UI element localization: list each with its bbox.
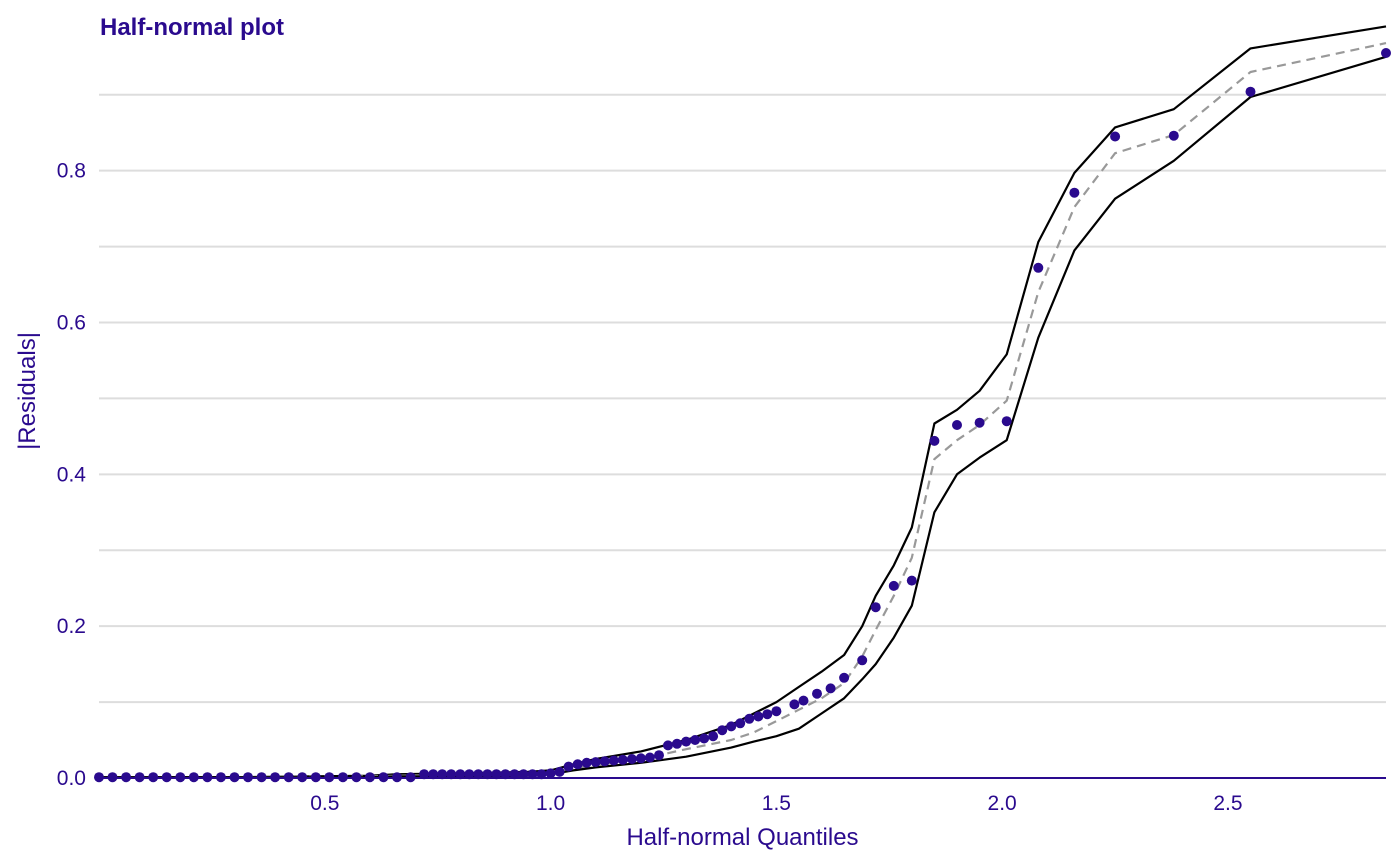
data-point bbox=[952, 420, 962, 430]
data-point bbox=[563, 761, 574, 772]
data-point bbox=[717, 725, 728, 736]
data-point bbox=[1381, 48, 1391, 58]
x-tick-label: 2.0 bbox=[988, 792, 1017, 815]
data-point bbox=[554, 766, 565, 777]
data-point bbox=[690, 735, 701, 745]
data-point bbox=[654, 750, 664, 761]
data-point bbox=[812, 688, 822, 699]
data-point bbox=[681, 736, 692, 747]
data-point bbox=[888, 580, 899, 591]
x-tick-label: 2.5 bbox=[1213, 792, 1242, 815]
x-tick-label: 1.5 bbox=[762, 792, 791, 815]
x-tick-label: 1.0 bbox=[536, 792, 565, 815]
data-point bbox=[672, 738, 682, 749]
data-point bbox=[446, 769, 457, 780]
data-point bbox=[735, 718, 746, 729]
data-point bbox=[464, 769, 475, 780]
data-point bbox=[500, 769, 511, 780]
y-tick-label: 0.6 bbox=[57, 311, 86, 334]
upper-envelope-line bbox=[99, 25, 1387, 779]
data-point bbox=[518, 769, 529, 780]
data-point bbox=[798, 695, 809, 706]
data-point bbox=[1069, 187, 1080, 198]
data-point bbox=[699, 733, 710, 744]
y-tick-label: 0.0 bbox=[57, 767, 86, 790]
data-point bbox=[762, 709, 773, 720]
y-tick-label: 0.2 bbox=[57, 615, 86, 638]
y-axis-title: |Residuals| bbox=[14, 332, 41, 450]
x-axis-title: Half-normal Quantiles bbox=[626, 824, 858, 851]
data-point bbox=[1168, 130, 1179, 141]
y-tick-label: 0.4 bbox=[57, 463, 87, 486]
series-layer bbox=[99, 25, 1387, 779]
data-point bbox=[663, 740, 673, 751]
data-point bbox=[617, 754, 628, 765]
data-point bbox=[635, 753, 646, 764]
data-point bbox=[482, 769, 493, 780]
data-point bbox=[708, 731, 719, 742]
data-point bbox=[455, 769, 466, 780]
x-tick-labels: 0.5 1.0 1.5 2.0 2.5 bbox=[310, 792, 1242, 815]
data-point bbox=[527, 769, 538, 780]
median-line bbox=[99, 42, 1387, 779]
data-point bbox=[581, 757, 592, 768]
data-point bbox=[509, 769, 520, 780]
data-point bbox=[536, 769, 547, 780]
data-points bbox=[94, 48, 1391, 783]
data-point bbox=[419, 769, 430, 780]
data-point bbox=[1001, 416, 1012, 427]
data-point bbox=[870, 602, 881, 613]
x-tick-label: 0.5 bbox=[310, 792, 339, 815]
data-point bbox=[906, 575, 917, 586]
data-point bbox=[753, 711, 764, 722]
data-point bbox=[1110, 131, 1121, 142]
data-point bbox=[929, 435, 940, 446]
data-point bbox=[644, 752, 655, 763]
lower-envelope-line bbox=[99, 55, 1387, 779]
data-point bbox=[825, 683, 836, 694]
data-point bbox=[608, 755, 619, 766]
data-point bbox=[428, 769, 439, 780]
data-point bbox=[1245, 86, 1256, 97]
data-point bbox=[744, 713, 755, 724]
data-point bbox=[839, 672, 850, 683]
data-point bbox=[974, 417, 985, 428]
data-point bbox=[771, 706, 782, 717]
data-point bbox=[726, 721, 737, 732]
data-point bbox=[590, 757, 601, 768]
data-point bbox=[572, 759, 583, 770]
data-point bbox=[491, 769, 502, 780]
data-point bbox=[599, 756, 610, 767]
gridlines bbox=[99, 93, 1386, 704]
y-tick-labels: 0.0 0.2 0.4 0.6 0.8 bbox=[57, 160, 87, 790]
data-point bbox=[545, 768, 556, 779]
data-point bbox=[626, 754, 637, 764]
data-point bbox=[789, 699, 800, 710]
data-point bbox=[857, 655, 868, 666]
y-tick-label: 0.8 bbox=[57, 160, 86, 183]
data-point bbox=[1033, 262, 1044, 273]
data-point bbox=[473, 769, 484, 780]
data-point bbox=[437, 769, 448, 780]
chart-title: Half-normal plot bbox=[100, 14, 284, 41]
